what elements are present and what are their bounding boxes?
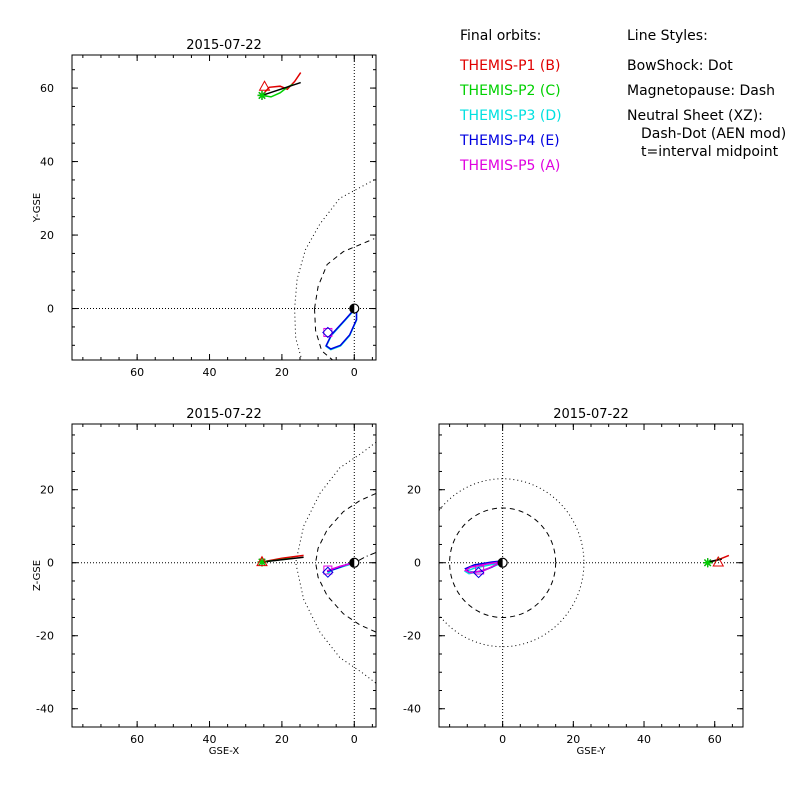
x-tick-label: 40: [637, 733, 651, 746]
panel-xz: 2015-07-22 60 40 20 0 20 0 -20 -40 GSE-X Z-GSE: [32, 407, 377, 757]
legend-probe-1: THEMIS-P1 (B): [459, 58, 560, 74]
x-tick-label: 40: [203, 366, 217, 379]
x-tick-label: 20: [275, 366, 289, 379]
boundary-dot: [294, 179, 375, 309]
orbit-series-2: [261, 81, 301, 97]
legend-styles-heading: Line Styles:: [627, 28, 708, 44]
orbit-series-2: [261, 556, 304, 563]
legend-probe-2: THEMIS-P2 (C): [459, 83, 561, 99]
square-marker: [323, 565, 333, 575]
legend-style-dashdot: Dash-Dot (AEN mod): [641, 126, 786, 142]
boundary-dash: [315, 492, 376, 633]
x-tick-label: 60: [130, 733, 144, 746]
panel-title: 2015-07-22: [186, 407, 262, 422]
y-tick-label: 0: [47, 557, 54, 570]
legend-orbits-heading: Final orbits:: [460, 28, 541, 44]
triangle-marker: [712, 555, 725, 567]
plot-frame: [71, 54, 377, 361]
panel-title: 2015-07-22: [186, 38, 262, 53]
legend-style-midpoint: t=interval midpoint: [641, 144, 779, 160]
y-tick-label: -40: [403, 703, 421, 716]
y-tick-label: 20: [40, 484, 54, 497]
legend-style-magnetopause: Magnetopause: Dash: [627, 83, 775, 99]
panel-title: 2015-07-22: [553, 407, 629, 422]
x-axis-title: GSE-X: [209, 746, 240, 757]
panel-xy: 2015-07-22 60 40 20 0 0 20 40 60 Y-GSE: [32, 38, 377, 379]
diamond-marker: [472, 566, 485, 579]
y-tick-label: 40: [40, 156, 54, 169]
legend-style-neutral-sheet: Neutral Sheet (XZ):: [627, 108, 763, 124]
x-tick-label: 0: [499, 733, 506, 746]
x-tick-label: 60: [708, 733, 722, 746]
y-axis-title: Z-GSE: [32, 560, 43, 591]
asterisk-marker: [258, 91, 266, 100]
triangle-marker: [256, 555, 268, 567]
earth-night-side: [349, 558, 355, 568]
y-tick-label: 0: [414, 557, 421, 570]
x-tick-label: 60: [130, 366, 144, 379]
x-tick-label: 0: [351, 733, 358, 746]
panels-group: 2015-07-22 60 40 20 0 0 20 40 60 Y-GSE 2015-07-22 6…: [32, 38, 744, 757]
x-tick-label: 20: [275, 733, 289, 746]
plot-area: [439, 478, 730, 648]
x-tick-label: 0: [351, 366, 358, 379]
panel-yz: 2015-07-22 0 20 40 60 20 0 -20 -40 GSE-Y: [403, 407, 744, 757]
y-tick-label: -20: [36, 630, 54, 643]
x-tick-label: 40: [203, 733, 217, 746]
legend-probe-4: THEMIS-P4 (E): [459, 133, 560, 149]
y-tick-label: -40: [36, 703, 54, 716]
boundary-dashdot: [357, 552, 376, 562]
y-tick-label: 20: [407, 484, 421, 497]
x-tick-label: 20: [566, 733, 580, 746]
y-tick-label: 0: [47, 303, 54, 316]
triangle-marker: [258, 80, 271, 91]
boundary-dash: [314, 308, 333, 360]
orbit-series-5: [463, 560, 503, 574]
y-axis-title: Y-GSE: [32, 193, 43, 223]
boundary-dash: [449, 507, 557, 618]
y-tick-label: 20: [40, 229, 54, 242]
earth-night-side: [349, 304, 355, 314]
plot-area: [257, 72, 375, 360]
legend-style-bowshock: BowShock: Dot: [627, 58, 733, 74]
boundary-dot: [294, 308, 303, 360]
square-marker: [323, 327, 333, 337]
diamond-marker: [322, 566, 334, 578]
asterisk-marker: [704, 559, 712, 567]
plot-frame: [438, 423, 744, 728]
plot-area: [256, 441, 376, 684]
diamond-marker: [322, 326, 334, 339]
y-tick-label: 60: [40, 82, 54, 95]
plot-frame: [71, 423, 377, 728]
earth-night-side: [498, 558, 503, 568]
boundary-dash: [314, 238, 375, 309]
legend-probe-5: THEMIS-P5 (A): [459, 158, 560, 174]
orbit-series-4: [325, 304, 358, 350]
boundary-dot: [439, 478, 585, 648]
y-tick-label: -20: [403, 630, 421, 643]
x-axis-title: GSE-Y: [577, 746, 607, 757]
legend-probe-3: THEMIS-P3 (D): [459, 108, 562, 124]
